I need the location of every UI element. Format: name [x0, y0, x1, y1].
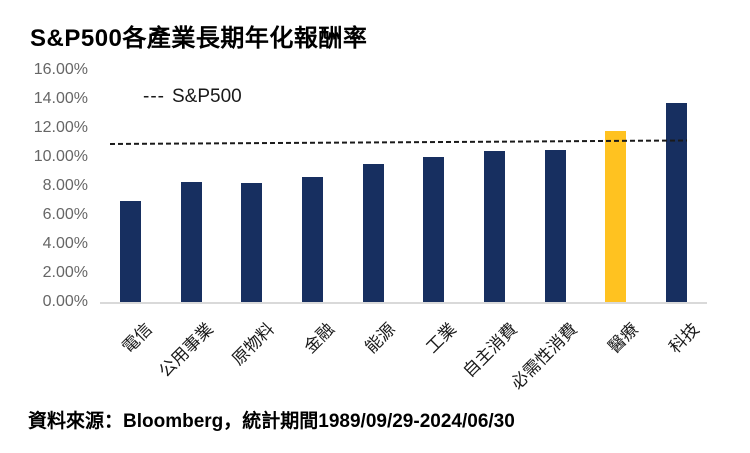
dashed-line-icon: ---: [143, 85, 165, 107]
y-axis-tick: 4.00%: [42, 235, 88, 252]
chart-bar-1: [119, 200, 141, 302]
chart-bar-7: [484, 151, 506, 302]
legend-label: S&P500: [171, 86, 242, 107]
x-axis-line: [100, 302, 707, 304]
chart-bar-6: [423, 157, 445, 302]
y-axis-tick: 16.00%: [33, 61, 88, 78]
y-axis-tick: 14.00%: [33, 90, 88, 107]
y-axis-tick: 6.00%: [42, 206, 88, 223]
x-axis-label: 工業: [422, 319, 460, 358]
x-axis-label: 原物料: [228, 319, 278, 370]
chart-bar-2: [180, 181, 202, 302]
chart-bar-5: [362, 164, 384, 302]
y-axis-tick: 10.00%: [33, 148, 88, 165]
x-axis-label: 能源: [361, 319, 400, 358]
y-axis-tick: 2.00%: [42, 264, 88, 281]
y-axis-tick: 8.00%: [42, 177, 88, 194]
y-axis-tick: 12.00%: [33, 119, 88, 136]
x-axis-label: 電信: [118, 319, 157, 358]
x-axis-label: 醫療: [604, 319, 642, 358]
plot-area: [100, 70, 707, 304]
chart-bar-8: [544, 149, 566, 302]
source-note: 資料來源：Bloomberg，統計期間1989/09/29-2024/06/30: [28, 411, 515, 432]
chart-bar-10: [666, 103, 688, 302]
x-axis-label: 金融: [300, 319, 339, 358]
chart-bar-9: [605, 130, 627, 302]
y-axis-tick: 0.00%: [42, 293, 88, 310]
chart-bar-3: [241, 183, 263, 302]
chart-title: S&P500各產業長期年化報酬率: [30, 25, 368, 52]
x-axis-label: 科技: [665, 319, 703, 358]
legend: --- S&P500: [143, 86, 242, 108]
sp500-reference-line: [109, 139, 687, 145]
chart-bar-4: [301, 177, 323, 302]
x-axis-label: 公用事業: [155, 319, 218, 382]
